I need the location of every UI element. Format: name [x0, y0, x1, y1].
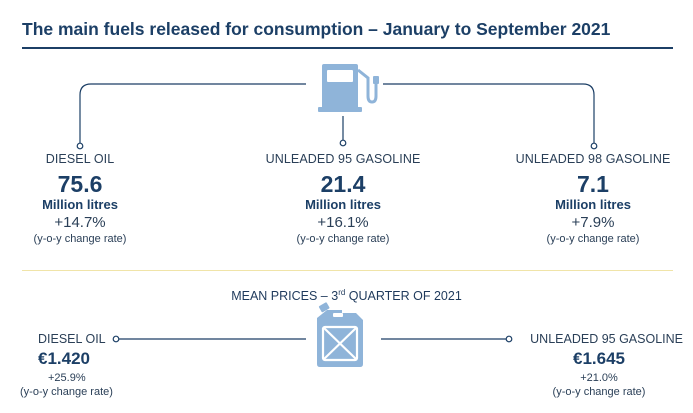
price-change: +21.0%	[580, 372, 618, 384]
fuel-diesel: DIESEL OIL 75.6 Million litres +14.7% (y…	[0, 152, 170, 245]
fuel-unleaded-95: UNLEADED 95 GASOLINE 21.4 Million litres…	[243, 152, 443, 245]
fuel-unleaded-98: UNLEADED 98 GASOLINE 7.1 Million litres …	[493, 152, 693, 245]
fuel-unit: Million litres	[305, 197, 381, 212]
fuel-change: +7.9%	[571, 214, 615, 231]
mean-prices-title: MEAN PRICES – 3rd QUARTER OF 2021	[231, 288, 462, 304]
fuel-note: (y-o-y change rate)	[546, 233, 640, 245]
price-value: €1.420	[38, 349, 90, 368]
price-value: €1.645	[573, 349, 625, 368]
fuel-amount: 75.6	[57, 171, 103, 197]
fuel-unit: Million litres	[42, 197, 118, 212]
fuel-pump-icon	[318, 64, 379, 112]
fuel-amount: 21.4	[320, 171, 366, 197]
fuel-name: UNLEADED 95 GASOLINE	[265, 152, 421, 166]
jerry-can-icon	[317, 302, 363, 367]
price-change: +25.9%	[48, 372, 86, 384]
fuel-name: UNLEADED 98 GASOLINE	[515, 152, 671, 166]
price-note: (y-o-y change rate)	[552, 386, 646, 398]
fuel-note: (y-o-y change rate)	[296, 233, 390, 245]
title-rule	[22, 47, 673, 49]
price-note: (y-o-y change rate)	[20, 386, 113, 398]
page-title: The main fuels released for consumption …	[22, 19, 611, 39]
price-diesel: DIESEL OIL €1.420 +25.9% (y-o-y change r…	[16, 332, 156, 398]
fuel-change: +16.1%	[317, 214, 369, 231]
price-name: UNLEADED 95 GASOLINE	[530, 332, 683, 346]
fuel-note: (y-o-y change rate)	[33, 233, 127, 245]
price-name: DIESEL OIL	[38, 332, 106, 346]
section-separator	[22, 270, 673, 271]
fuel-name: DIESEL OIL	[45, 152, 115, 166]
fuel-amount: 7.1	[577, 171, 609, 197]
fuel-unit: Million litres	[555, 197, 631, 212]
fuel-change: +14.7%	[54, 214, 106, 231]
price-unleaded-95: UNLEADED 95 GASOLINE €1.645 +21.0% (y-o-…	[503, 332, 683, 398]
